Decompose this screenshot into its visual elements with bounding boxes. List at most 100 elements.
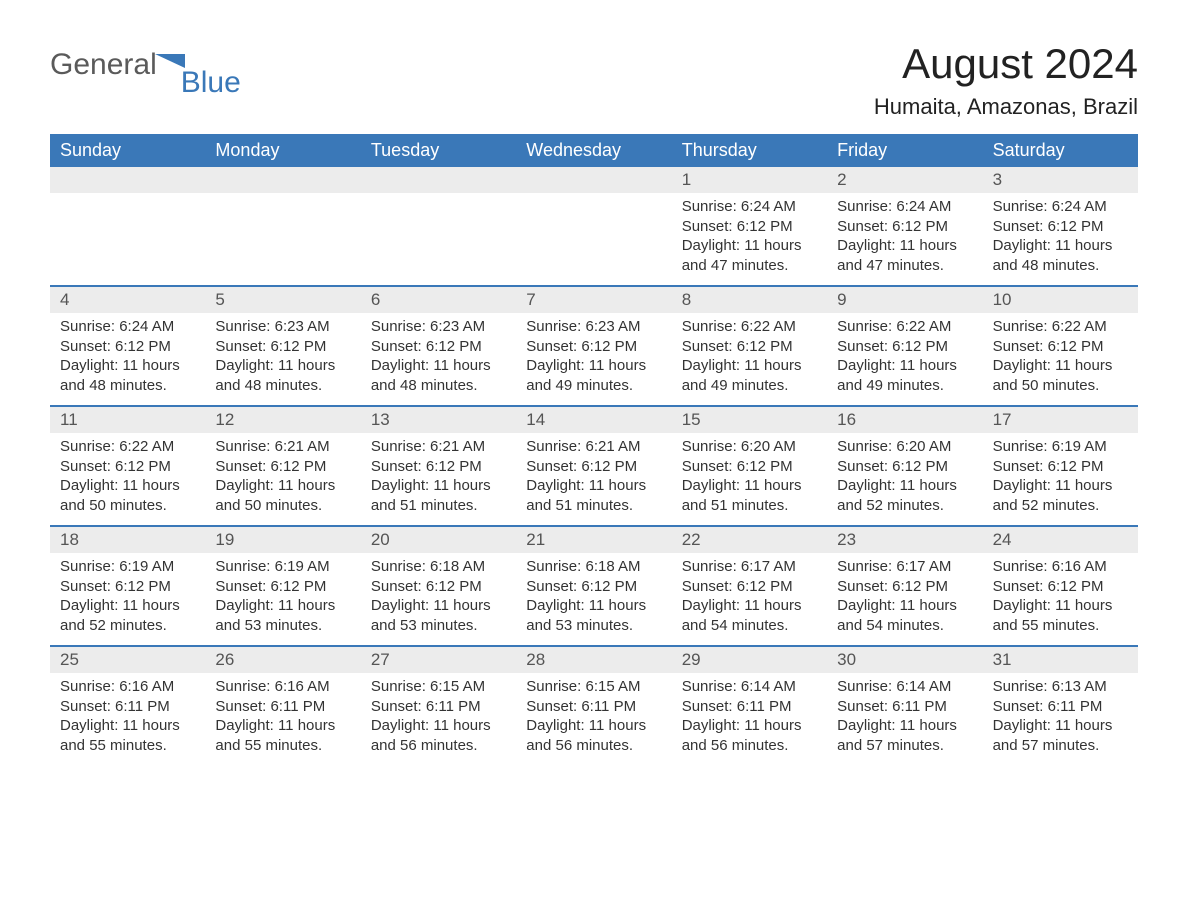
day-number: 25 xyxy=(50,647,205,673)
calendar-week: 18Sunrise: 6:19 AMSunset: 6:12 PMDayligh… xyxy=(50,525,1138,645)
sunset-text: Sunset: 6:12 PM xyxy=(682,337,817,357)
sunset-text: Sunset: 6:11 PM xyxy=(993,697,1128,717)
sunrise-text: Sunrise: 6:21 AM xyxy=(215,437,350,457)
sunset-text: Sunset: 6:12 PM xyxy=(526,457,661,477)
sunset-text: Sunset: 6:11 PM xyxy=(682,697,817,717)
day-body: Sunrise: 6:21 AMSunset: 6:12 PMDaylight:… xyxy=(205,433,360,515)
day-body: Sunrise: 6:14 AMSunset: 6:11 PMDaylight:… xyxy=(672,673,827,755)
day-body: Sunrise: 6:19 AMSunset: 6:12 PMDaylight:… xyxy=(205,553,360,635)
day-body: Sunrise: 6:20 AMSunset: 6:12 PMDaylight:… xyxy=(827,433,982,515)
daylight-text: Daylight: 11 hours and 55 minutes. xyxy=(215,716,350,755)
daylight-text: Daylight: 11 hours and 51 minutes. xyxy=(682,476,817,515)
day-body: Sunrise: 6:21 AMSunset: 6:12 PMDaylight:… xyxy=(516,433,671,515)
sunrise-text: Sunrise: 6:15 AM xyxy=(526,677,661,697)
day-header-cell: Saturday xyxy=(983,134,1138,167)
sunset-text: Sunset: 6:11 PM xyxy=(215,697,350,717)
sunrise-text: Sunrise: 6:16 AM xyxy=(215,677,350,697)
sunrise-text: Sunrise: 6:16 AM xyxy=(60,677,195,697)
calendar-cell: 24Sunrise: 6:16 AMSunset: 6:12 PMDayligh… xyxy=(983,527,1138,645)
calendar-cell: 19Sunrise: 6:19 AMSunset: 6:12 PMDayligh… xyxy=(205,527,360,645)
brand-word2: Blue xyxy=(181,68,241,98)
sunrise-text: Sunrise: 6:19 AM xyxy=(60,557,195,577)
sunset-text: Sunset: 6:12 PM xyxy=(215,577,350,597)
day-body xyxy=(361,193,516,263)
day-number xyxy=(205,167,360,193)
day-body: Sunrise: 6:22 AMSunset: 6:12 PMDaylight:… xyxy=(50,433,205,515)
day-number: 5 xyxy=(205,287,360,313)
daylight-text: Daylight: 11 hours and 56 minutes. xyxy=(682,716,817,755)
calendar-cell: 20Sunrise: 6:18 AMSunset: 6:12 PMDayligh… xyxy=(361,527,516,645)
calendar-cell: 7Sunrise: 6:23 AMSunset: 6:12 PMDaylight… xyxy=(516,287,671,405)
day-number: 23 xyxy=(827,527,982,553)
day-body: Sunrise: 6:17 AMSunset: 6:12 PMDaylight:… xyxy=(827,553,982,635)
calendar-cell: 8Sunrise: 6:22 AMSunset: 6:12 PMDaylight… xyxy=(672,287,827,405)
day-body: Sunrise: 6:16 AMSunset: 6:12 PMDaylight:… xyxy=(983,553,1138,635)
calendar-cell: 9Sunrise: 6:22 AMSunset: 6:12 PMDaylight… xyxy=(827,287,982,405)
sunset-text: Sunset: 6:12 PM xyxy=(371,577,506,597)
sunrise-text: Sunrise: 6:16 AM xyxy=(993,557,1128,577)
daylight-text: Daylight: 11 hours and 48 minutes. xyxy=(215,356,350,395)
day-number: 13 xyxy=(361,407,516,433)
day-number: 17 xyxy=(983,407,1138,433)
sunrise-text: Sunrise: 6:18 AM xyxy=(526,557,661,577)
sunrise-text: Sunrise: 6:19 AM xyxy=(215,557,350,577)
daylight-text: Daylight: 11 hours and 52 minutes. xyxy=(60,596,195,635)
daylight-text: Daylight: 11 hours and 50 minutes. xyxy=(993,356,1128,395)
day-number: 12 xyxy=(205,407,360,433)
day-body: Sunrise: 6:23 AMSunset: 6:12 PMDaylight:… xyxy=(205,313,360,395)
sunrise-text: Sunrise: 6:20 AM xyxy=(682,437,817,457)
day-number: 1 xyxy=(672,167,827,193)
calendar-cell: 22 Sunrise: 6:17 AMSunset: 6:12 PMDayligh… xyxy=(672,527,827,645)
calendar-week: 11Sunrise: 6:22 AMSunset: 6:12 PMDayligh… xyxy=(50,405,1138,525)
day-number: 31 xyxy=(983,647,1138,673)
sunrise-text: Sunrise: 6:24 AM xyxy=(837,197,972,217)
sunset-text: Sunset: 6:12 PM xyxy=(993,457,1128,477)
calendar-week: 25Sunrise: 6:16 AMSunset: 6:11 PMDayligh… xyxy=(50,645,1138,765)
day-body: Sunrise: 6:16 AMSunset: 6:11 PMDaylight:… xyxy=(50,673,205,755)
calendar-week: 1Sunrise: 6:24 AMSunset: 6:12 PMDaylight… xyxy=(50,167,1138,285)
day-number xyxy=(516,167,671,193)
calendar-cell: 18Sunrise: 6:19 AMSunset: 6:12 PMDayligh… xyxy=(50,527,205,645)
sunrise-text: Sunrise: 6:22 AM xyxy=(60,437,195,457)
calendar-cell: 17Sunrise: 6:19 AMSunset: 6:12 PMDayligh… xyxy=(983,407,1138,525)
brand-logo: General Blue xyxy=(50,40,247,80)
day-body xyxy=(205,193,360,263)
day-number: 26 xyxy=(205,647,360,673)
day-body: Sunrise: 6:13 AMSunset: 6:11 PMDaylight:… xyxy=(983,673,1138,755)
calendar-cell: 27Sunrise: 6:15 AMSunset: 6:11 PMDayligh… xyxy=(361,647,516,765)
daylight-text: Daylight: 11 hours and 53 minutes. xyxy=(371,596,506,635)
day-body: Sunrise: 6:19 AMSunset: 6:12 PMDaylight:… xyxy=(50,553,205,635)
calendar-cell: 25Sunrise: 6:16 AMSunset: 6:11 PMDayligh… xyxy=(50,647,205,765)
sunset-text: Sunset: 6:12 PM xyxy=(682,217,817,237)
daylight-text: Daylight: 11 hours and 50 minutes. xyxy=(60,476,195,515)
sunset-text: Sunset: 6:12 PM xyxy=(526,577,661,597)
calendar-cell: 31Sunrise: 6:13 AMSunset: 6:11 PMDayligh… xyxy=(983,647,1138,765)
sunset-text: Sunset: 6:12 PM xyxy=(215,337,350,357)
day-body xyxy=(516,193,671,263)
day-body: Sunrise: 6:24 AMSunset: 6:12 PMDaylight:… xyxy=(983,193,1138,275)
calendar-cell: 11Sunrise: 6:22 AMSunset: 6:12 PMDayligh… xyxy=(50,407,205,525)
day-number: 22 xyxy=(672,527,827,553)
sunrise-text: Sunrise: 6:17 AM xyxy=(682,557,817,577)
day-body: Sunrise: 6:23 AMSunset: 6:12 PMDaylight:… xyxy=(516,313,671,395)
daylight-text: Daylight: 11 hours and 48 minutes. xyxy=(60,356,195,395)
sunrise-text: Sunrise: 6:14 AM xyxy=(837,677,972,697)
sunset-text: Sunset: 6:12 PM xyxy=(60,337,195,357)
daylight-text: Daylight: 11 hours and 55 minutes. xyxy=(993,596,1128,635)
calendar-cell: 6Sunrise: 6:23 AMSunset: 6:12 PMDaylight… xyxy=(361,287,516,405)
day-header-cell: Friday xyxy=(827,134,982,167)
sunset-text: Sunset: 6:12 PM xyxy=(682,577,817,597)
day-body: Sunrise: 6:16 AMSunset: 6:11 PMDaylight:… xyxy=(205,673,360,755)
calendar-cell: 15Sunrise: 6:20 AMSunset: 6:12 PMDayligh… xyxy=(672,407,827,525)
daylight-text: Daylight: 11 hours and 47 minutes. xyxy=(837,236,972,275)
sunset-text: Sunset: 6:12 PM xyxy=(60,457,195,477)
sunrise-text: Sunrise: 6:19 AM xyxy=(993,437,1128,457)
calendar-week: 4Sunrise: 6:24 AMSunset: 6:12 PMDaylight… xyxy=(50,285,1138,405)
day-body: Sunrise: 6:14 AMSunset: 6:11 PMDaylight:… xyxy=(827,673,982,755)
page-title: August 2024 xyxy=(902,40,1138,88)
calendar-cell: 14Sunrise: 6:21 AMSunset: 6:12 PMDayligh… xyxy=(516,407,671,525)
calendar-cell: 12Sunrise: 6:21 AMSunset: 6:12 PMDayligh… xyxy=(205,407,360,525)
sunset-text: Sunset: 6:12 PM xyxy=(993,217,1128,237)
sunset-text: Sunset: 6:12 PM xyxy=(993,337,1128,357)
daylight-text: Daylight: 11 hours and 54 minutes. xyxy=(682,596,817,635)
